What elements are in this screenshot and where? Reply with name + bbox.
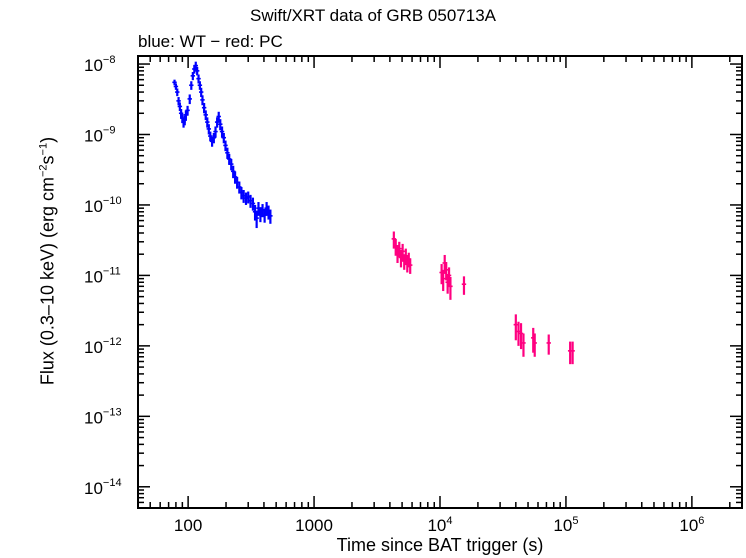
data-point	[570, 341, 575, 365]
y-tick-label: 10−9	[84, 124, 115, 145]
chart-title: Swift/XRT data of GRB 050713A	[249, 6, 496, 25]
x-tick-label: 100	[174, 516, 202, 535]
data-point	[196, 74, 201, 84]
data-point	[225, 147, 230, 159]
data-point	[223, 140, 228, 152]
y-axis-label-exp: −2	[37, 164, 50, 178]
data-point	[190, 72, 196, 81]
y-tick-label: 10−14	[84, 477, 122, 498]
y-axis-label-part: Flux (0.3–10 keV) (erg cm	[37, 177, 58, 386]
data-point	[175, 88, 180, 97]
data-point	[185, 105, 190, 116]
x-axis-label: Time since BAT trigger (s)	[336, 535, 544, 555]
data-point	[172, 79, 177, 86]
tick-labels: 100 1000 104 105 106 10−8 10−9 10−10 10−11 10−12 1…	[84, 54, 704, 535]
data-point	[208, 131, 213, 142]
data-point	[448, 276, 453, 300]
data-point	[201, 102, 207, 114]
data-point	[187, 94, 192, 105]
data-point	[254, 210, 259, 229]
data-point	[203, 110, 208, 121]
data-point	[219, 126, 225, 138]
data-point	[194, 66, 200, 76]
data-point	[197, 81, 203, 90]
data-point	[461, 276, 467, 295]
data-points	[172, 61, 575, 365]
data-point	[532, 333, 537, 357]
data-point	[193, 61, 198, 71]
data-point	[216, 111, 221, 123]
y-axis-label-part: s	[37, 155, 58, 165]
chart-subtitle: blue: WT − red: PC	[138, 32, 283, 51]
data-point	[250, 197, 256, 211]
plot-frame	[137, 55, 743, 509]
x-tick-label: 105	[553, 515, 578, 535]
data-point	[177, 102, 183, 112]
data-point	[408, 258, 413, 274]
data-point	[397, 241, 402, 258]
data-point	[205, 117, 210, 128]
data-point	[443, 261, 449, 281]
y-axis-label: Flux (0.3–10 keV) (erg cm−2s−1)	[38, 137, 59, 385]
tick-marks	[137, 56, 742, 509]
data-point	[446, 267, 452, 287]
y-axis-label-exp: −1	[37, 142, 50, 156]
data-point	[213, 126, 218, 138]
data-point	[513, 314, 519, 341]
data-point	[546, 334, 551, 355]
data-point	[206, 124, 212, 135]
data-point	[176, 97, 181, 106]
y-tick-label: 10−12	[84, 336, 122, 357]
data-point	[521, 333, 526, 357]
data-point	[440, 269, 446, 292]
y-tick-label: 10−11	[84, 265, 121, 286]
data-point	[178, 109, 184, 119]
data-point	[400, 243, 405, 262]
y-tick-label: 10−13	[84, 406, 122, 427]
data-point	[221, 132, 226, 144]
y-axis-label-part: )	[37, 136, 58, 143]
data-point	[218, 119, 223, 131]
data-point	[229, 158, 234, 171]
x-tick-label: 1000	[295, 516, 333, 535]
data-point	[268, 209, 273, 224]
x-tick-label: 106	[679, 515, 704, 535]
y-tick-label: 10−10	[84, 195, 122, 216]
x-tick-label: 104	[427, 515, 452, 535]
data-point	[198, 87, 204, 98]
data-point	[173, 83, 179, 90]
data-point	[189, 81, 194, 90]
data-point	[200, 95, 205, 106]
y-tick-label: 10−8	[84, 54, 115, 75]
